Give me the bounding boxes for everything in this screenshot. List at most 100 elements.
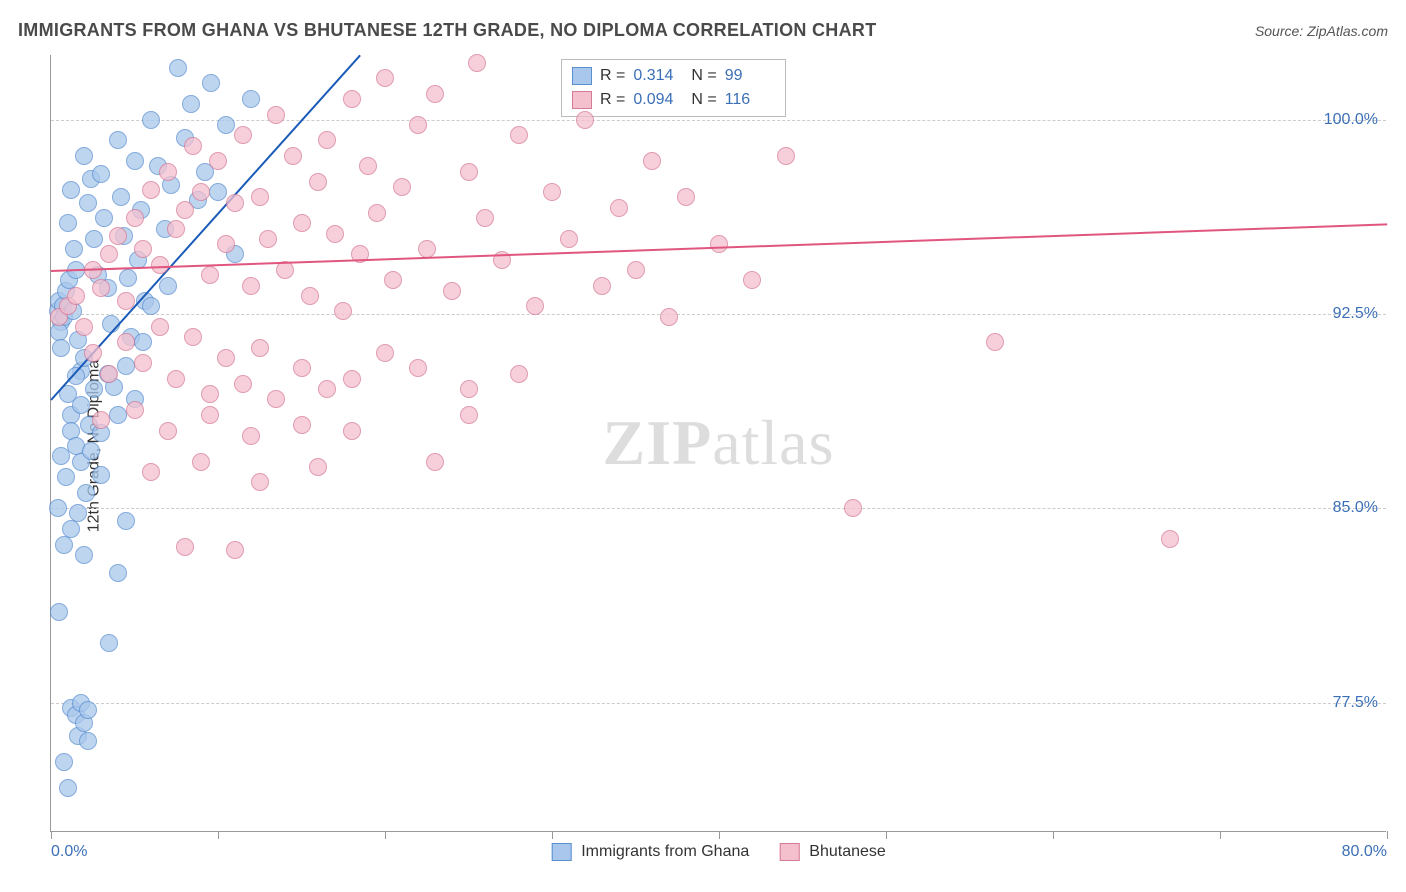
data-point: [85, 380, 103, 398]
data-point: [376, 344, 394, 362]
data-point: [426, 85, 444, 103]
legend-series-label: Bhutanese: [809, 843, 886, 861]
data-point: [343, 370, 361, 388]
data-point: [576, 111, 594, 129]
data-point: [65, 240, 83, 258]
data-point: [92, 165, 110, 183]
x-tick-label: 0.0%: [51, 843, 87, 861]
data-point: [100, 634, 118, 652]
data-point: [418, 240, 436, 258]
data-point: [126, 401, 144, 419]
x-tick: [51, 831, 52, 839]
x-tick-label: 80.0%: [1342, 843, 1387, 861]
gridline-h: [51, 508, 1386, 509]
n-value: 116: [725, 88, 775, 112]
data-point: [242, 277, 260, 295]
data-point: [409, 116, 427, 134]
x-tick: [1053, 831, 1054, 839]
data-point: [777, 147, 795, 165]
x-tick: [886, 831, 887, 839]
n-label: N =: [691, 64, 716, 88]
legend-row: R =0.314N =99: [572, 64, 775, 88]
data-point: [75, 546, 93, 564]
data-point: [627, 261, 645, 279]
data-point: [543, 183, 561, 201]
y-tick-label: 100.0%: [1324, 111, 1378, 129]
data-point: [293, 359, 311, 377]
data-point: [159, 422, 177, 440]
data-point: [217, 349, 235, 367]
data-point: [343, 422, 361, 440]
data-point: [109, 564, 127, 582]
data-point: [62, 520, 80, 538]
data-point: [610, 199, 628, 217]
data-point: [92, 411, 110, 429]
data-point: [267, 106, 285, 124]
data-point: [72, 396, 90, 414]
data-point: [112, 188, 130, 206]
data-point: [117, 357, 135, 375]
data-point: [1161, 530, 1179, 548]
data-point: [510, 126, 528, 144]
data-point: [117, 512, 135, 530]
data-point: [95, 209, 113, 227]
data-point: [267, 390, 285, 408]
data-point: [134, 333, 152, 351]
data-point: [109, 406, 127, 424]
data-point: [192, 453, 210, 471]
y-tick-label: 77.5%: [1333, 694, 1378, 712]
data-point: [201, 385, 219, 403]
data-point: [359, 157, 377, 175]
data-point: [217, 116, 235, 134]
data-point: [151, 318, 169, 336]
data-point: [201, 406, 219, 424]
data-point: [710, 235, 728, 253]
data-point: [59, 214, 77, 232]
data-point: [119, 269, 137, 287]
source-label: Source: ZipAtlas.com: [1255, 23, 1388, 39]
chart-plot-area: ZIPatlas R =0.314N =99R =0.094N =116 Imm…: [50, 55, 1386, 832]
data-point: [242, 427, 260, 445]
data-point: [526, 297, 544, 315]
data-point: [426, 453, 444, 471]
data-point: [443, 282, 461, 300]
data-point: [50, 603, 68, 621]
data-point: [109, 131, 127, 149]
n-label: N =: [691, 88, 716, 112]
trend-line: [51, 223, 1387, 272]
data-point: [184, 137, 202, 155]
data-point: [318, 380, 336, 398]
data-point: [510, 365, 528, 383]
data-point: [643, 152, 661, 170]
data-point: [251, 188, 269, 206]
data-point: [251, 473, 269, 491]
data-point: [117, 333, 135, 351]
data-point: [134, 240, 152, 258]
data-point: [79, 701, 97, 719]
data-point: [159, 163, 177, 181]
data-point: [79, 732, 97, 750]
data-point: [460, 163, 478, 181]
n-value: 99: [725, 64, 775, 88]
data-point: [57, 468, 75, 486]
data-point: [476, 209, 494, 227]
data-point: [460, 406, 478, 424]
data-point: [593, 277, 611, 295]
data-point: [75, 147, 93, 165]
data-point: [217, 235, 235, 253]
data-point: [62, 181, 80, 199]
data-point: [234, 375, 252, 393]
data-point: [126, 152, 144, 170]
x-tick: [385, 831, 386, 839]
x-tick: [552, 831, 553, 839]
data-point: [109, 227, 127, 245]
data-point: [468, 54, 486, 72]
data-point: [167, 220, 185, 238]
data-point: [55, 753, 73, 771]
data-point: [460, 380, 478, 398]
data-point: [117, 292, 135, 310]
x-tick: [719, 831, 720, 839]
data-point: [226, 541, 244, 559]
data-point: [234, 126, 252, 144]
data-point: [75, 318, 93, 336]
